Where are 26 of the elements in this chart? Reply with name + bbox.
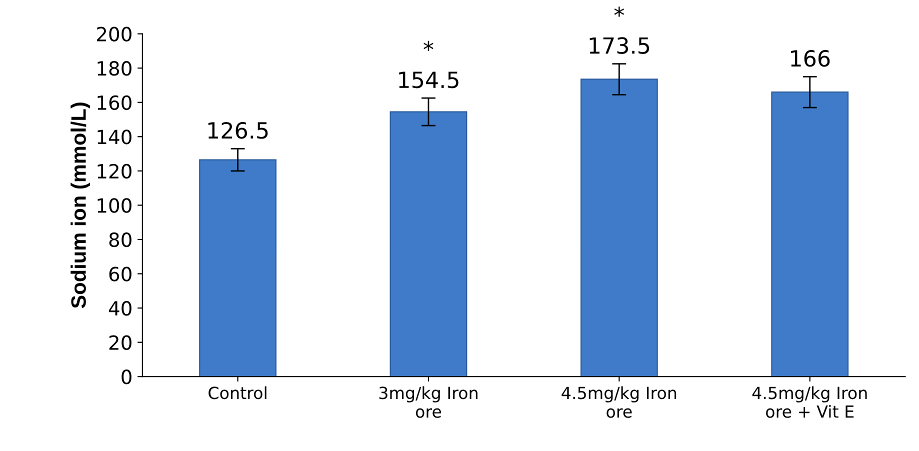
y-tick-label: 180: [98, 61, 132, 76]
x-tick-label: 4.5mg/kg Iron ore + Vit E: [752, 386, 867, 418]
y-axis-title: Sodium ion (mmol/L): [70, 102, 90, 308]
y-tick-label: 20: [109, 335, 132, 350]
x-tick-label: Control: [208, 386, 266, 400]
y-tick-label: 40: [108, 300, 132, 316]
x-tick-label: 4.5mg/kg Iron ore: [562, 386, 676, 418]
y-tick-label: 160: [98, 95, 132, 110]
bar: [199, 159, 276, 377]
y-tick-label: 140: [98, 130, 132, 144]
data-label: 166: [791, 50, 830, 67]
data-label: 173.5: [590, 37, 650, 54]
y-tick-label: 60: [109, 266, 132, 282]
y-tick-label: 200: [97, 26, 132, 42]
data-label: 126.5: [208, 122, 268, 139]
x-tick-label: 3mg/kg Iron ore: [379, 386, 478, 418]
y-tick-label: 100: [98, 198, 132, 213]
bar: [580, 78, 658, 377]
y-tick-label: 0: [122, 370, 132, 384]
y-tick-label: 80: [109, 232, 132, 248]
annotation: *: [614, 6, 624, 17]
data-label: 154.5: [399, 72, 458, 88]
bar: [390, 111, 468, 377]
y-tick-label: 120: [98, 164, 132, 179]
annotation: *: [424, 40, 434, 51]
bar: [771, 92, 849, 377]
